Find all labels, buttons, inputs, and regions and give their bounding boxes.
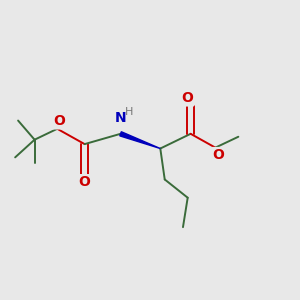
Text: O: O xyxy=(212,148,224,162)
Text: O: O xyxy=(53,114,65,128)
Text: O: O xyxy=(79,176,91,189)
Polygon shape xyxy=(120,132,160,148)
Text: O: O xyxy=(181,91,193,105)
Text: N: N xyxy=(115,111,126,124)
Text: H: H xyxy=(124,107,133,117)
